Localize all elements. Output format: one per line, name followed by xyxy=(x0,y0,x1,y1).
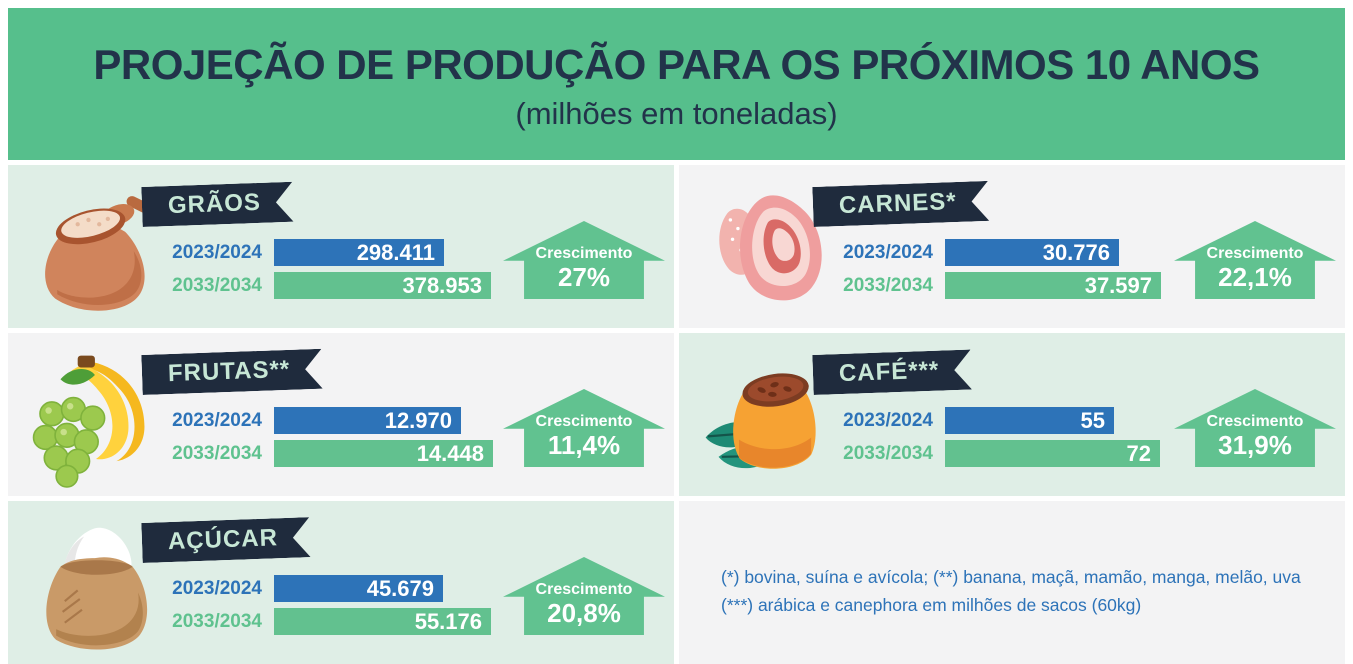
season-label: 2023/2024 xyxy=(172,409,262,431)
bar-row-2033: 2033/2034 378.953 xyxy=(166,272,491,299)
section-title: CARNES* xyxy=(838,187,958,220)
meat-icon xyxy=(697,177,837,321)
bar-2033: 55.176 xyxy=(274,608,491,635)
section-cafe: CAFÉ*** 2023/2024 55 2033/2034 72 xyxy=(679,333,1345,496)
season-label: 2033/2034 xyxy=(843,442,933,464)
season-label: 2023/2024 xyxy=(172,577,262,599)
footnote-line-1: (*) bovina, suína e avícola; (**) banana… xyxy=(721,567,1301,587)
bar-value: 12.970 xyxy=(384,407,452,433)
bar-row-2033: 2033/2034 72 xyxy=(837,440,1160,467)
season-label: 2033/2034 xyxy=(172,610,262,632)
season-label: 2023/2024 xyxy=(843,409,933,431)
section-banner: FRUTAS** xyxy=(141,349,323,395)
bar-row-2023: 2023/2024 55 xyxy=(837,407,1160,434)
coffee-bag-icon xyxy=(697,345,837,489)
growth-arrow: Crescimento 22,1% xyxy=(1174,221,1336,299)
bar-2023: 30.776 xyxy=(945,239,1119,266)
bar-row-2033: 2033/2034 55.176 xyxy=(166,608,491,635)
bars-group: 2023/2024 12.970 2033/2034 14.448 xyxy=(166,407,493,473)
growth-percent: 11,4% xyxy=(547,429,621,460)
growth-arrow: Crescimento 11,4% xyxy=(503,389,665,467)
section-frutas: FRUTAS** 2023/2024 12.970 2033/2034 14.4… xyxy=(8,333,674,496)
bar-value: 55 xyxy=(1080,407,1105,433)
growth-label: Crescimento xyxy=(1206,413,1304,431)
season-label: 2023/2024 xyxy=(172,241,262,263)
growth-arrow: Crescimento 27% xyxy=(503,221,665,299)
sections-grid: GRÃOS 2023/2024 298.411 2033/2034 378.95… xyxy=(8,165,1345,664)
page-subtitle: (milhões em toneladas) xyxy=(515,96,838,132)
bar-value: 45.679 xyxy=(366,575,434,601)
bar-row-2033: 2033/2034 14.448 xyxy=(166,440,493,467)
bar-2023: 12.970 xyxy=(274,407,461,434)
bar-2033: 14.448 xyxy=(274,440,493,467)
growth-arrow: Crescimento 31,9% xyxy=(1174,389,1336,467)
bar-2023: 298.411 xyxy=(274,239,444,266)
bar-value: 37.597 xyxy=(1084,272,1152,298)
section-title: AÇÚCAR xyxy=(167,524,279,556)
growth-label: Crescimento xyxy=(1206,245,1304,263)
page-title: PROJEÇÃO DE PRODUÇÃO PARA OS PRÓXIMOS 10… xyxy=(93,40,1260,88)
bars-group: 2023/2024 298.411 2033/2034 378.953 xyxy=(166,239,491,305)
bar-row-2023: 2023/2024 30.776 xyxy=(837,239,1161,266)
growth-percent: 31,9% xyxy=(1218,429,1292,460)
section-banner: CAFÉ*** xyxy=(812,349,972,395)
bar-row-2023: 2023/2024 298.411 xyxy=(166,239,491,266)
growth-percent: 20,8% xyxy=(547,597,621,628)
section-banner: AÇÚCAR xyxy=(141,517,310,563)
section-carnes: CARNES* 2023/2024 30.776 2033/2034 37.59… xyxy=(679,165,1345,328)
section-title: CAFÉ*** xyxy=(838,356,940,388)
grain-sack-icon xyxy=(26,177,166,321)
bars-group: 2023/2024 55 2033/2034 72 xyxy=(837,407,1160,473)
bar-value: 30.776 xyxy=(1042,239,1110,265)
bars-group: 2023/2024 45.679 2033/2034 55.176 xyxy=(166,575,491,641)
section-title: GRÃOS xyxy=(167,188,262,220)
season-label: 2033/2034 xyxy=(172,274,262,296)
bar-row-2033: 2033/2034 37.597 xyxy=(837,272,1161,299)
section-banner: GRÃOS xyxy=(141,182,293,227)
growth-label: Crescimento xyxy=(535,413,633,431)
growth-arrow: Crescimento 20,8% xyxy=(503,557,665,635)
growth-label: Crescimento xyxy=(535,245,633,263)
bar-value: 72 xyxy=(1126,440,1151,466)
season-label: 2033/2034 xyxy=(843,274,933,296)
sugar-sack-icon xyxy=(26,513,166,657)
section-graos: GRÃOS 2023/2024 298.411 2033/2034 378.95… xyxy=(8,165,674,328)
growth-percent: 22,1% xyxy=(1218,261,1292,292)
bars-group: 2023/2024 30.776 2033/2034 37.597 xyxy=(837,239,1161,305)
bar-2033: 378.953 xyxy=(274,272,491,299)
header-band: PROJEÇÃO DE PRODUÇÃO PARA OS PRÓXIMOS 10… xyxy=(8,8,1345,160)
footnote-line-2: (***) arábica e canephora em milhões de … xyxy=(721,595,1142,616)
bar-row-2023: 2023/2024 45.679 xyxy=(166,575,491,602)
season-label: 2033/2034 xyxy=(172,442,262,464)
bar-2033: 37.597 xyxy=(945,272,1161,299)
bar-2023: 45.679 xyxy=(274,575,443,602)
bar-value: 298.411 xyxy=(356,239,435,265)
bar-value: 378.953 xyxy=(402,272,482,298)
bar-value: 55.176 xyxy=(414,608,482,634)
bar-row-2023: 2023/2024 12.970 xyxy=(166,407,493,434)
footnote-text: (*) bovina, suína e avícola; (**) banana… xyxy=(679,501,1345,620)
section-footnote: (*) bovina, suína e avícola; (**) banana… xyxy=(679,501,1345,664)
bar-2023: 55 xyxy=(945,407,1114,434)
section-title: FRUTAS** xyxy=(167,355,291,388)
growth-percent: 27% xyxy=(557,261,611,292)
season-label: 2023/2024 xyxy=(843,241,933,263)
bar-2033: 72 xyxy=(945,440,1160,467)
section-banner: CARNES* xyxy=(812,181,989,227)
fruits-icon xyxy=(26,345,166,489)
growth-label: Crescimento xyxy=(535,581,633,599)
bar-value: 14.448 xyxy=(416,440,484,466)
section-acucar: AÇÚCAR 2023/2024 45.679 2033/2034 55.176 xyxy=(8,501,674,664)
